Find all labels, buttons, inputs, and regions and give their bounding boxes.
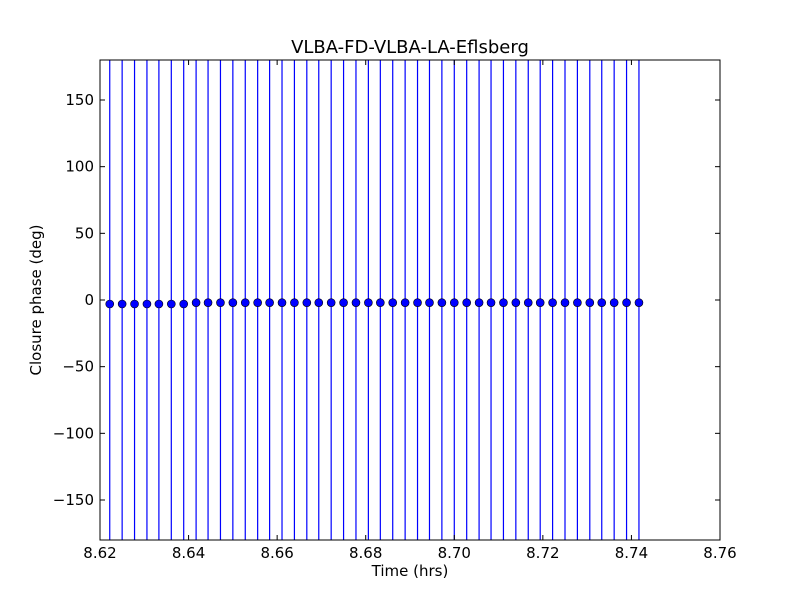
- data-point: [203, 298, 213, 307]
- data-point: [130, 299, 139, 309]
- ticks-layer: 8.62 8.64 8.66 8.68 8.70 8.72 8.74 8.76 −150 −100…: [53, 60, 737, 562]
- data-point: [216, 298, 225, 307]
- data-point: [167, 299, 176, 309]
- data-point: [573, 298, 582, 307]
- data-point: [535, 298, 545, 307]
- data-point: [105, 299, 115, 309]
- data-point: [277, 298, 287, 307]
- data-point: [253, 298, 262, 307]
- data-point: [425, 298, 434, 307]
- data-point: [437, 298, 447, 307]
- y-tick-label: −100: [53, 424, 94, 442]
- data-point: [351, 298, 361, 307]
- data-point: [548, 298, 557, 307]
- data-point: [388, 298, 398, 307]
- x-axis-label: Time (hrs): [371, 562, 449, 580]
- x-tick-label: 8.68: [349, 544, 382, 562]
- data-point: [462, 298, 471, 307]
- x-tick-label: 8.62: [83, 544, 116, 562]
- plot-frame: [99, 59, 721, 541]
- data-point: [511, 298, 521, 307]
- series-layer: [105, 60, 644, 540]
- chart-title: VLBA-FD-VLBA-LA-Eflsberg: [291, 37, 529, 58]
- data-point: [499, 298, 508, 307]
- data-point: [413, 298, 422, 307]
- data-point: [326, 298, 336, 307]
- data-point: [597, 298, 607, 307]
- y-tick-label: 50: [75, 224, 94, 242]
- data-point: [240, 298, 250, 307]
- data-point: [560, 298, 570, 307]
- x-tick-label: 8.64: [172, 544, 205, 562]
- data-point: [117, 299, 127, 309]
- data-point: [191, 298, 201, 307]
- x-tick-label: 8.70: [438, 544, 471, 562]
- data-point: [364, 298, 373, 307]
- data-point: [449, 298, 459, 307]
- x-tick-label: 8.66: [260, 544, 293, 562]
- data-point: [634, 298, 644, 307]
- data-point: [142, 299, 152, 309]
- y-tick-label: 100: [65, 158, 94, 176]
- data-point: [400, 298, 410, 307]
- data-point: [302, 298, 312, 307]
- data-point: [376, 298, 385, 307]
- data-point: [523, 298, 533, 307]
- data-point: [265, 298, 274, 307]
- y-tick-label: −50: [62, 358, 94, 376]
- data-point: [486, 298, 496, 307]
- x-tick-label: 8.74: [615, 544, 648, 562]
- y-tick-label: 150: [65, 91, 94, 109]
- data-point: [314, 298, 324, 307]
- y-tick-label: −150: [53, 491, 94, 509]
- y-axis-label: Closure phase (deg): [27, 225, 45, 376]
- data-point: [228, 298, 238, 307]
- data-point: [179, 299, 188, 309]
- x-tick-label: 8.76: [703, 544, 736, 562]
- y-tick-label: 0: [84, 291, 94, 309]
- data-point: [585, 298, 595, 307]
- data-point: [339, 298, 348, 307]
- data-point: [474, 298, 484, 307]
- data-point: [622, 298, 631, 307]
- data-point: [290, 298, 299, 307]
- x-tick-label: 8.72: [526, 544, 559, 562]
- data-point: [154, 299, 164, 309]
- data-point: [609, 298, 619, 307]
